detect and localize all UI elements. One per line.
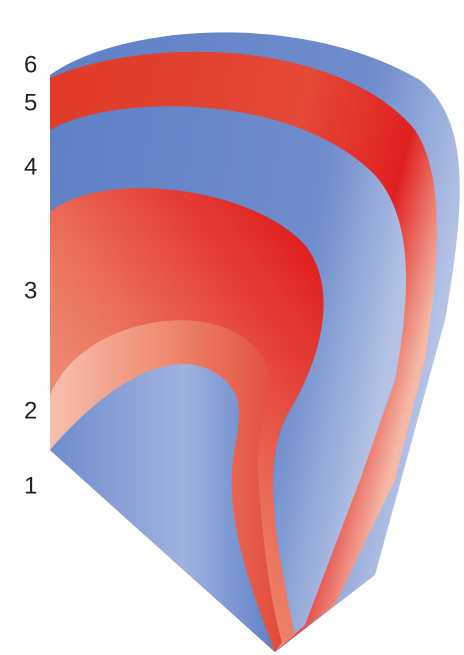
page: 1 2 3 4 5 6 (() => { const data = JSON.p… — [0, 0, 464, 655]
layer-labels: 1 2 3 4 5 6 — [24, 51, 37, 499]
layer-label: 6 — [24, 51, 37, 78]
layer-label: 4 — [24, 153, 37, 180]
layer-label: 5 — [24, 89, 37, 116]
layer-label: 1 — [24, 472, 37, 499]
layer-diagram: 1 2 3 4 5 6 — [0, 0, 464, 655]
layer-label: 2 — [24, 397, 37, 424]
layer-label: 3 — [24, 277, 37, 304]
layer-shapes — [50, 32, 460, 652]
